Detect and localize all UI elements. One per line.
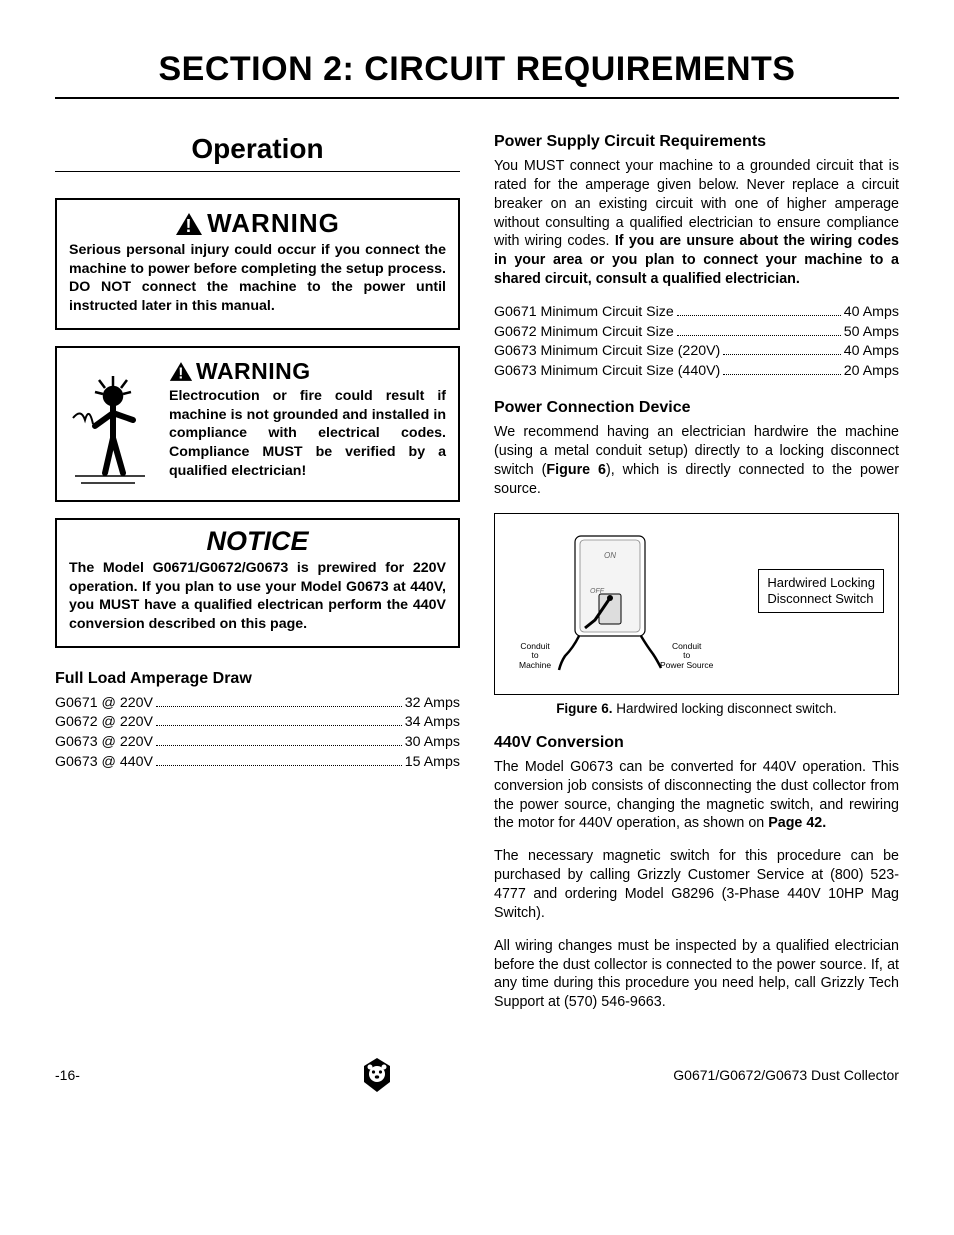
- row-label: G0671 Minimum Circuit Size: [494, 303, 674, 323]
- full-load-list: G0671 @ 220V32 Amps G0672 @ 220V34 Amps …: [55, 694, 460, 772]
- figure-6: ON OFF ConduittoMachine ConduittoPower S…: [494, 513, 899, 695]
- pcd-body-bold: Figure 6: [546, 462, 606, 478]
- warning-box-2: ! WARNING Electrocution or fire could re…: [55, 346, 460, 502]
- figure-callout-label: Hardwired LockingDisconnect Switch: [758, 569, 884, 614]
- warning-body: Electrocution or fire could result if ma…: [169, 387, 446, 481]
- figure-caption-rest: Hardwired locking disconnect switch.: [612, 701, 836, 716]
- figure-6-caption: Figure 6. Hardwired locking disconnect s…: [494, 701, 899, 716]
- figure-caption-bold: Figure 6.: [556, 701, 612, 716]
- list-item: G0673 @ 220V 30 Amps: [55, 733, 460, 753]
- row-label: G0673 @ 220V: [55, 733, 153, 753]
- list-item: G0672 @ 220V 34 Amps: [55, 713, 460, 733]
- warning-box-1: ! WARNING Serious personal injury could …: [55, 198, 460, 330]
- svg-text:!: !: [178, 365, 184, 382]
- pcd-heading: Power Connection Device: [494, 399, 899, 417]
- row-value: 34 Amps: [405, 713, 460, 733]
- conv440-p3: All wiring changes must be inspected by …: [494, 937, 899, 1012]
- notice-header: NOTICE: [69, 526, 446, 557]
- row-label: G0672 Minimum Circuit Size: [494, 323, 674, 343]
- row-label: G0673 @ 440V: [55, 753, 153, 773]
- electrocution-icon: [67, 358, 159, 488]
- product-name: G0671/G0672/G0673 Dust Collector: [673, 1067, 899, 1083]
- warning-label: WARNING: [207, 208, 340, 239]
- operation-heading: Operation: [55, 133, 460, 172]
- left-column: Operation ! WARNING Serious personal inj…: [55, 133, 460, 1026]
- right-column: Power Supply Circuit Requirements You MU…: [494, 133, 899, 1026]
- psc-body: You MUST connect your machine to a groun…: [494, 157, 899, 289]
- psc-list: G0671 Minimum Circuit Size 40 Amps G0672 …: [494, 303, 899, 381]
- psc-heading: Power Supply Circuit Requirements: [494, 133, 899, 151]
- pcd-body: We recommend having an electrician hardw…: [494, 423, 899, 498]
- row-value: 20 Amps: [844, 362, 899, 382]
- row-value: 30 Amps: [405, 733, 460, 753]
- figure-anno-right: ConduittoPower Source: [660, 642, 713, 670]
- page-number: -16-: [55, 1067, 80, 1083]
- section-title: SECTION 2: CIRCUIT REQUIREMENTS: [55, 50, 899, 99]
- disconnect-switch-icon: ON OFF: [555, 528, 665, 678]
- svg-text:!: !: [186, 216, 193, 236]
- warning-body: Serious personal injury could occur if y…: [69, 241, 446, 316]
- list-item: G0673 Minimum Circuit Size (440V) 20 Amps: [494, 362, 899, 382]
- row-label: G0673 Minimum Circuit Size (440V): [494, 362, 720, 382]
- list-item: G0673 @ 440V 15 Amps: [55, 753, 460, 773]
- conv440-heading: 440V Conversion: [494, 734, 899, 752]
- list-item: G0672 Minimum Circuit Size 50 Amps: [494, 323, 899, 343]
- row-value: 32 Amps: [405, 694, 460, 714]
- conv440-p1: The Model G0673 can be converted for 440…: [494, 758, 899, 833]
- warning-label: WARNING: [196, 358, 311, 385]
- list-item: G0673 Minimum Circuit Size (220V) 40 Amps: [494, 342, 899, 362]
- grizzly-logo-icon: [360, 1056, 394, 1094]
- notice-box: NOTICE The Model G0671/G0672/G0673 is pr…: [55, 518, 460, 648]
- conv440-p2: The necessary magnetic switch for this p…: [494, 847, 899, 922]
- row-value: 40 Amps: [844, 303, 899, 323]
- row-value: 50 Amps: [844, 323, 899, 343]
- warning-triangle-icon: !: [175, 212, 203, 236]
- list-item: G0671 @ 220V 32 Amps: [55, 694, 460, 714]
- warning-triangle-icon: !: [169, 361, 193, 382]
- conv440-p1-pre: The Model G0673 can be converted for 440…: [494, 759, 899, 832]
- notice-body: The Model G0671/G0672/G0673 is prewired …: [69, 559, 446, 634]
- row-value: 15 Amps: [405, 753, 460, 773]
- list-item: G0671 Minimum Circuit Size 40 Amps: [494, 303, 899, 323]
- svg-text:ON: ON: [604, 551, 616, 560]
- warning-header: ! WARNING: [169, 358, 446, 385]
- figure-anno-left: ConduittoMachine: [519, 642, 551, 670]
- row-label: G0673 Minimum Circuit Size (220V): [494, 342, 720, 362]
- page-footer: -16- G0671/G0672/G0673 Dust Collector: [55, 1056, 899, 1094]
- full-load-heading: Full Load Amperage Draw: [55, 670, 460, 688]
- conv440-p1-bold: Page 42.: [768, 815, 826, 831]
- warning-header: ! WARNING: [69, 208, 446, 239]
- row-label: G0671 @ 220V: [55, 694, 153, 714]
- row-value: 40 Amps: [844, 342, 899, 362]
- row-label: G0672 @ 220V: [55, 713, 153, 733]
- two-column-layout: Operation ! WARNING Serious personal inj…: [55, 133, 899, 1026]
